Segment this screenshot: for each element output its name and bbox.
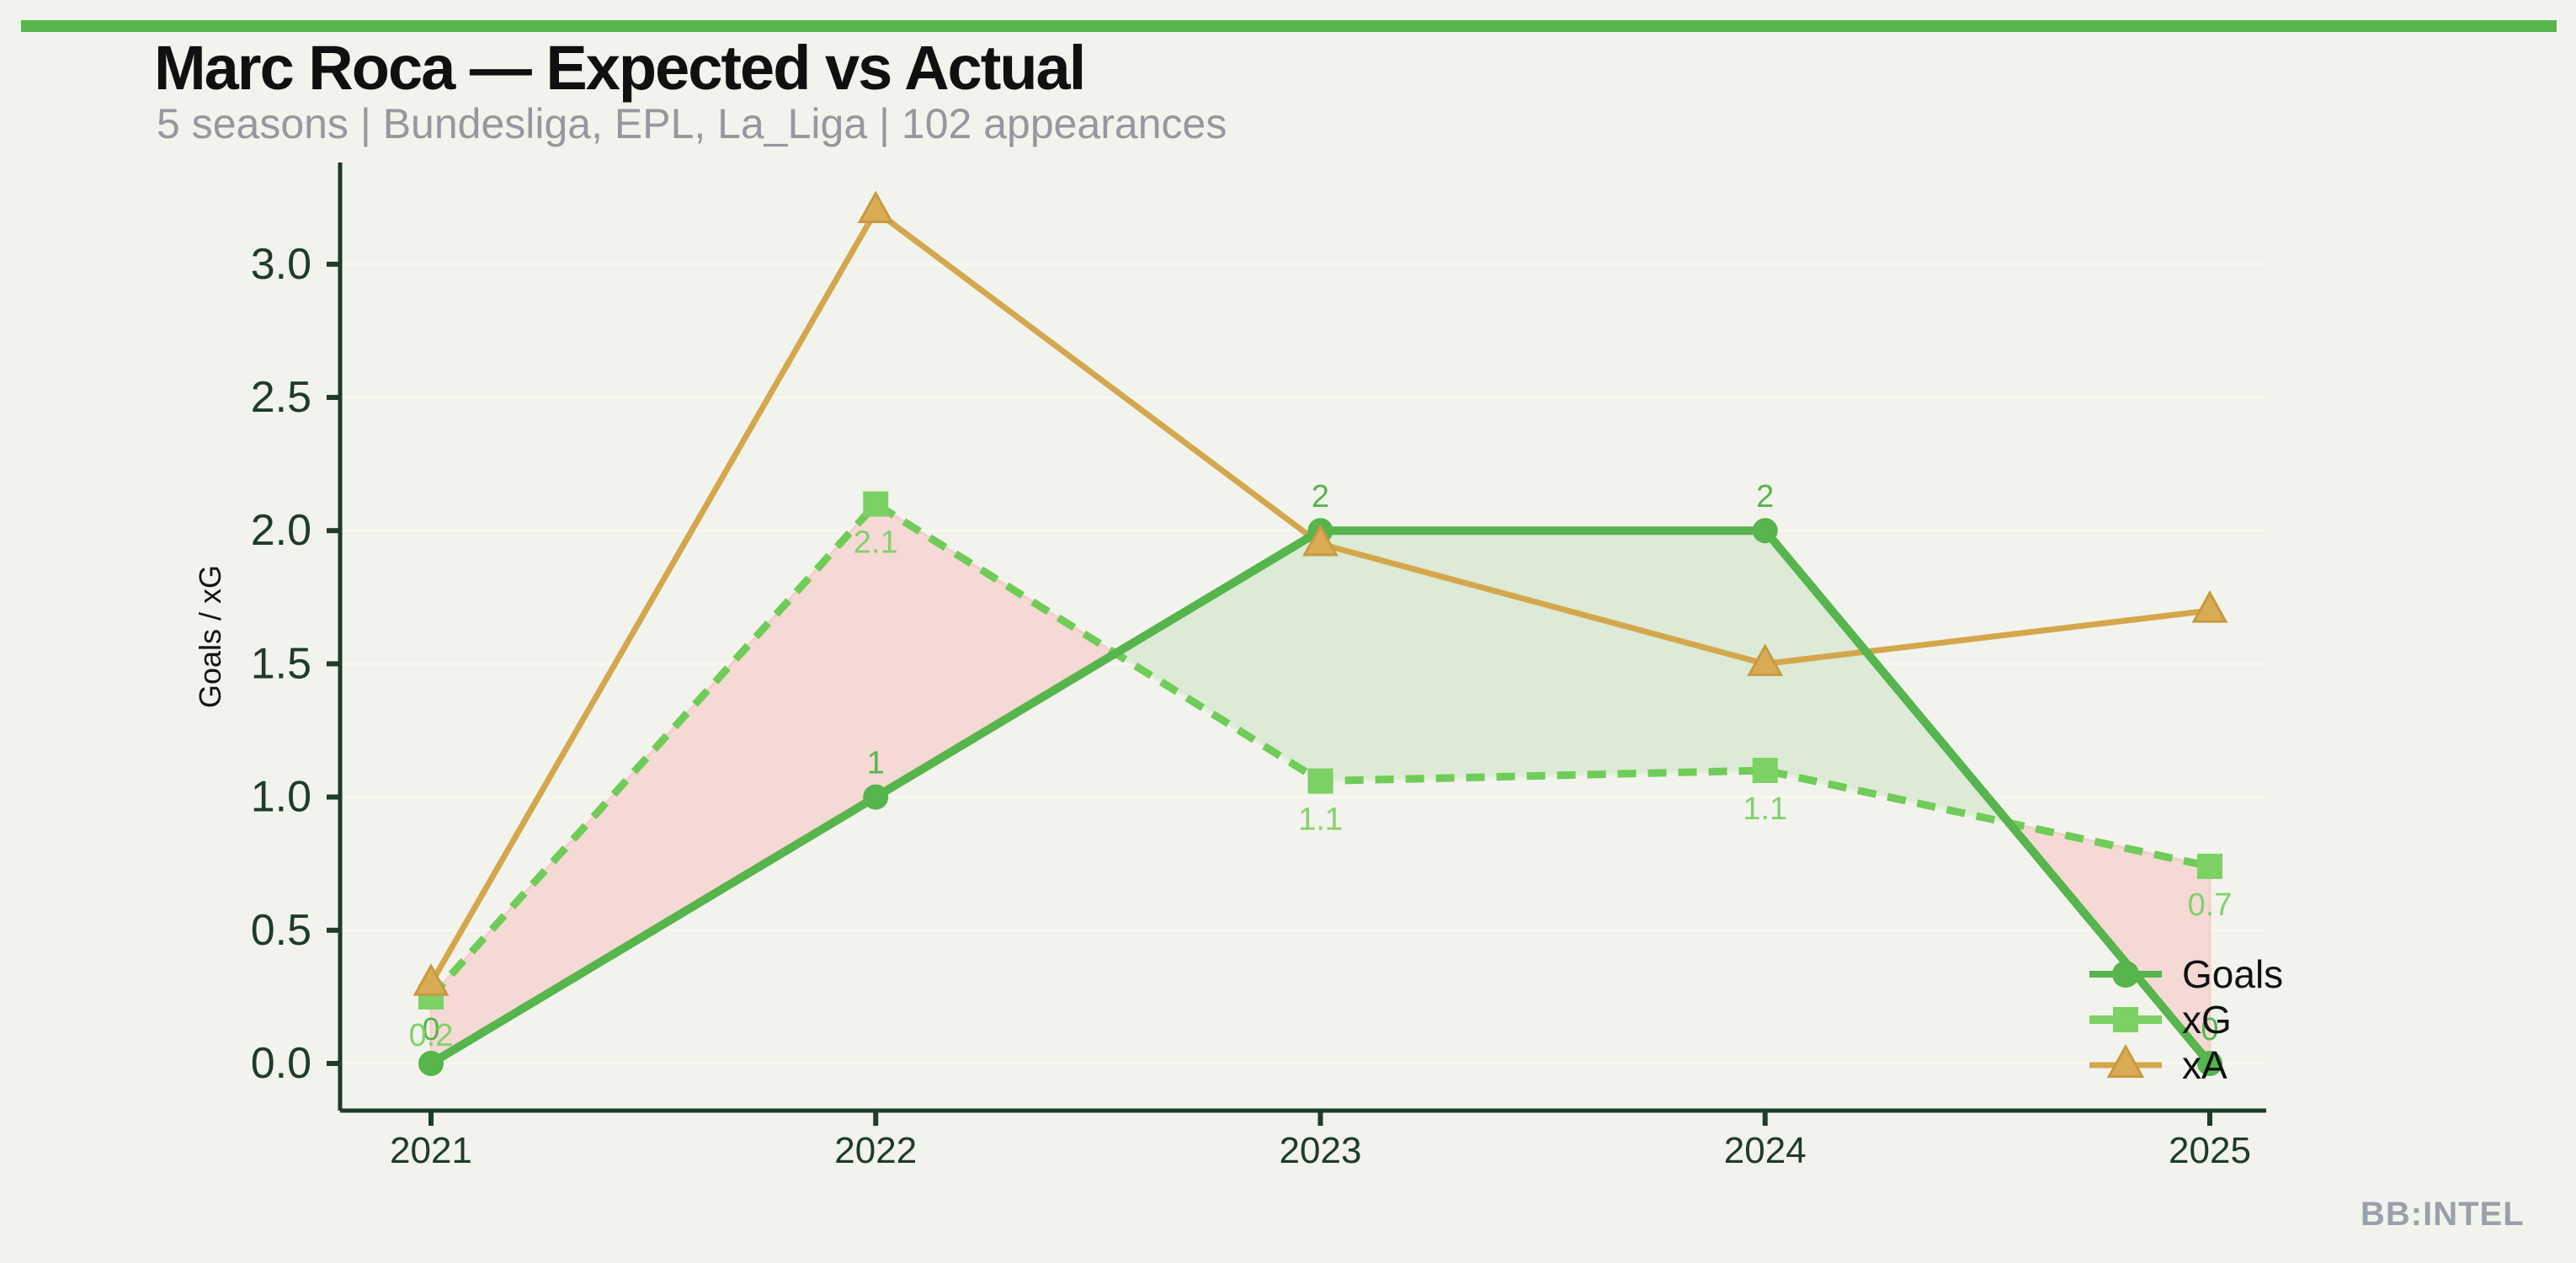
legend-goals-marker bbox=[2112, 961, 2139, 988]
xg-marker bbox=[863, 491, 889, 517]
xa-marker bbox=[1302, 523, 1339, 557]
goals-marker bbox=[2197, 1051, 2222, 1076]
goals-value-label: 0 bbox=[422, 1012, 439, 1047]
x-tick-label: 2025 bbox=[2169, 1130, 2251, 1171]
xa-marker bbox=[857, 190, 894, 224]
xg-value-label: 1.1 bbox=[1298, 802, 1343, 838]
xg-value-label: 1.1 bbox=[1743, 791, 1787, 827]
y-tick-label: 0.5 bbox=[251, 906, 311, 955]
legend-xg-marker bbox=[2113, 1007, 2138, 1032]
page-subtitle: 5 seasons | Bundesliga, EPL, La_Liga | 1… bbox=[157, 100, 1227, 147]
x-tick-label: 2021 bbox=[390, 1130, 472, 1171]
xg-marker bbox=[2197, 853, 2222, 879]
y-tick-label: 1.5 bbox=[251, 639, 311, 688]
xg-value-label: 0.7 bbox=[2188, 887, 2233, 923]
page-title: Marc Roca — Expected vs Actual bbox=[154, 33, 1086, 103]
goals-value-label: 2 bbox=[1756, 479, 1774, 514]
goals-marker bbox=[863, 784, 889, 810]
brand-watermark: BB:INTEL bbox=[2360, 1196, 2525, 1233]
x-tick-label: 2024 bbox=[1724, 1130, 1807, 1171]
legend-label: xA bbox=[2182, 1043, 2227, 1087]
goals-marker bbox=[418, 1051, 444, 1076]
xa-marker bbox=[1747, 643, 1784, 676]
legend-item-xg: xG bbox=[2089, 998, 2232, 1042]
legend-item-xa: xA bbox=[2089, 1043, 2227, 1087]
y-tick-label: 2.0 bbox=[251, 506, 311, 555]
goals-marker bbox=[1752, 518, 1778, 544]
legend-item-goals: Goals bbox=[2089, 952, 2283, 996]
x-tick-label: 2023 bbox=[1280, 1130, 1362, 1171]
y-tick-label: 0.0 bbox=[251, 1039, 311, 1088]
y-tick-label: 3.0 bbox=[251, 240, 311, 289]
xa-marker bbox=[2191, 590, 2228, 623]
goals-value-label: 2 bbox=[1312, 479, 1329, 514]
xg-value-label: 2.1 bbox=[854, 525, 898, 561]
xa-marker bbox=[412, 962, 450, 996]
y-tick-label: 1.0 bbox=[251, 773, 311, 822]
xg-value-label: 0.2 bbox=[409, 1018, 454, 1053]
legend-xa-marker bbox=[2106, 1043, 2145, 1079]
x-tick-label: 2022 bbox=[834, 1130, 917, 1171]
legend-label: xG bbox=[2182, 998, 2232, 1042]
xg-marker bbox=[1307, 768, 1333, 794]
legend-label: Goals bbox=[2182, 952, 2283, 996]
y-axis-title: Goals / xG bbox=[193, 565, 227, 708]
goals-value-label: 1 bbox=[867, 746, 885, 781]
data-labels: 012 200.22.11.1 1.10.7 bbox=[409, 479, 2233, 1053]
xg-marker bbox=[1752, 757, 1778, 783]
y-tick-label: 2.5 bbox=[251, 373, 311, 422]
goals-value-label: 0 bbox=[2201, 1012, 2218, 1047]
top-accent-bar bbox=[21, 20, 2557, 32]
